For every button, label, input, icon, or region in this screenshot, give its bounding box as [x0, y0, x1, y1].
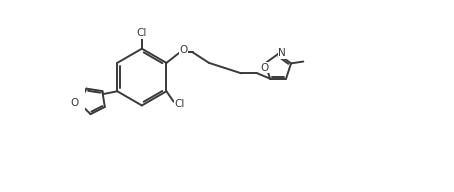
Text: N: N — [278, 48, 286, 58]
Text: Cl: Cl — [174, 99, 185, 109]
Text: O: O — [180, 45, 188, 55]
Text: O: O — [70, 98, 79, 108]
Text: Cl: Cl — [137, 28, 147, 38]
Text: O: O — [261, 63, 269, 73]
